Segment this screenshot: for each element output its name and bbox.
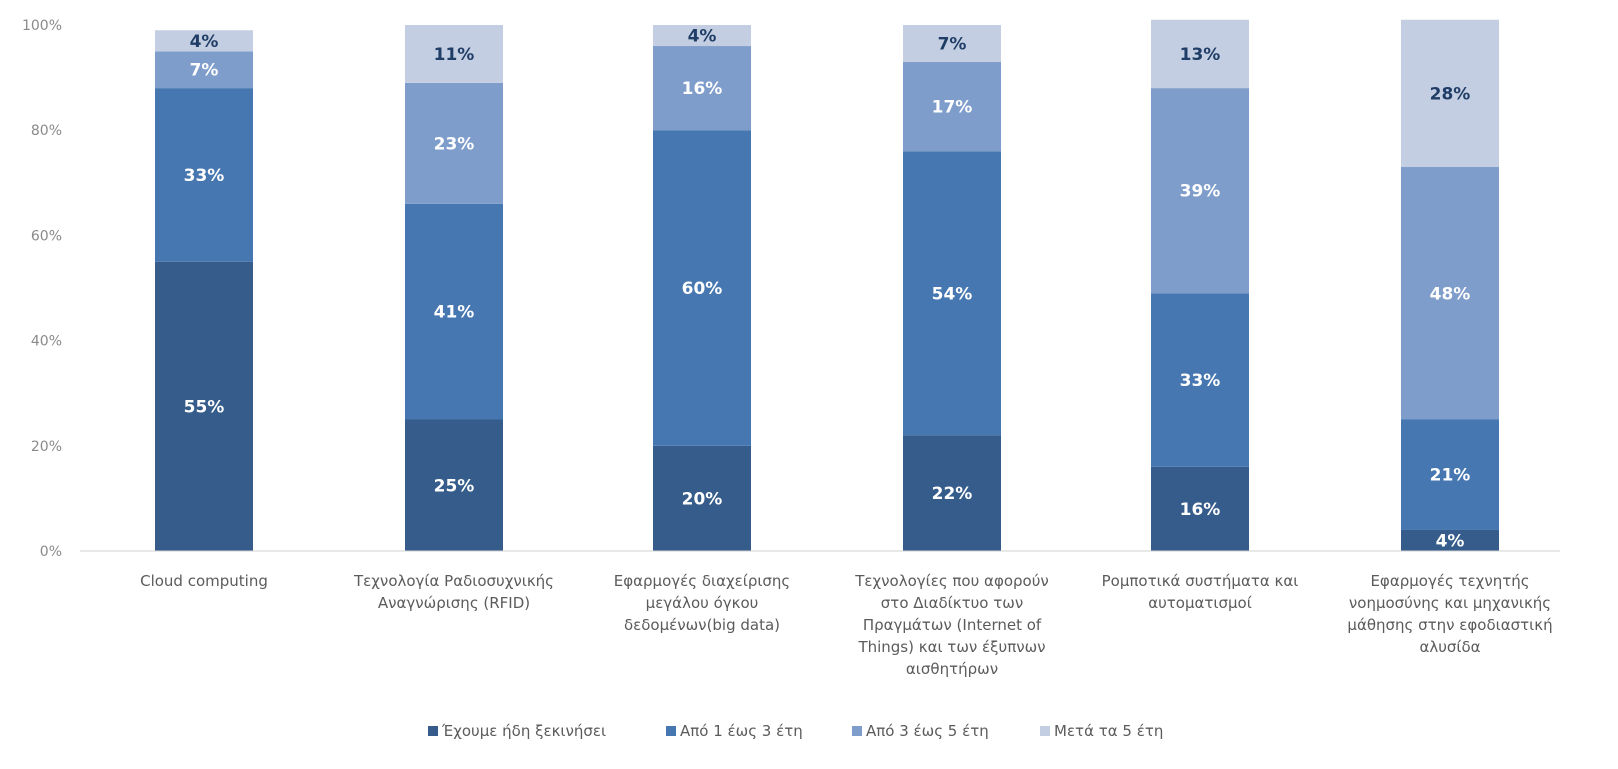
data-label: 55% [184,397,225,417]
data-label: 33% [1180,371,1221,391]
x-category-label: νοημοσύνης και μηχανικής [1349,594,1551,612]
data-label: 60% [682,279,723,299]
legend-label: Έχουμε ήδη ξεκινήσει [441,722,606,740]
data-label: 11% [434,45,475,65]
bar-segment [155,261,253,551]
x-category-label: αισθητήρων [906,660,998,678]
bar-segment [1401,19,1499,168]
x-category-label: αυτοματισμοί [1148,594,1252,612]
x-category-label: μεγάλου όγκου [646,594,759,612]
bar-segment [653,25,751,47]
x-category-label: Ρομποτικά συστήματα και [1102,572,1299,590]
bar-segment [1401,167,1499,420]
data-label: 22% [932,484,973,504]
legend-swatch [428,726,438,736]
x-category-label: Πραγμάτων (Internet of [863,616,1042,634]
legend-label: Από 1 έως 3 έτη [680,722,803,740]
data-label: 20% [682,489,723,509]
x-category-label: Εφαρμογές διαχείρισης [614,572,790,590]
x-category-label: Cloud computing [140,572,268,590]
x-category-label: Εφαρμογές τεχνητής [1370,572,1529,590]
y-tick-label: 20% [31,439,62,455]
bar-segment [405,25,503,83]
bar-segment [1151,88,1249,294]
x-category-label: Τεχνολογία Ραδιοσυχνικής [353,572,554,590]
bar-segment [405,203,503,420]
y-tick-label: 80% [31,123,62,139]
bar-segment [1401,419,1499,530]
data-label: 21% [1430,466,1471,486]
x-category-label: στο Διαδίκτυο των [881,594,1023,612]
bar-segment [155,30,253,52]
legend-swatch [852,726,862,736]
y-tick-label: 100% [22,18,62,34]
data-label: 4% [1436,531,1465,551]
data-label: 39% [1180,182,1221,202]
legend-label: Από 3 έως 5 έτη [866,722,989,740]
bar-segment [155,88,253,262]
data-label: 7% [938,34,967,54]
y-tick-label: 60% [31,228,62,244]
legend-swatch [1040,726,1050,736]
data-label: 41% [434,303,475,323]
bar-segment [405,82,503,204]
bar-segment [653,46,751,131]
data-label: 16% [682,79,723,99]
bar-segment [1151,19,1249,89]
data-label: 13% [1180,45,1221,65]
data-label: 17% [932,98,973,118]
bar-segment [155,51,253,89]
bar-segment [903,151,1001,436]
x-category-label: Τεχνολογίες που αφορούν [854,572,1049,590]
data-label: 7% [190,61,219,81]
x-category-label: Αναγνώρισης (RFID) [378,594,530,612]
data-label: 33% [184,166,225,186]
y-tick-label: 0% [40,544,62,560]
x-category-label: αλυσίδα [1419,638,1480,656]
bar-segment [903,61,1001,152]
bar-segment [903,25,1001,62]
bar-segment [1151,466,1249,551]
bar-segment [1151,293,1249,467]
x-category-label: μάθησης στην εφοδιαστική [1347,616,1552,634]
bar-segment [903,435,1001,551]
data-label: 28% [1430,84,1471,104]
bar-segment [405,419,503,551]
y-tick-label: 40% [31,334,62,350]
data-label: 25% [434,476,475,496]
x-category-label: Things) και των έξυπνων [857,638,1045,656]
bar-segment [653,445,751,551]
legend-label: Μετά τα 5 έτη [1054,722,1163,740]
data-label: 23% [434,134,475,154]
data-label: 4% [190,32,219,52]
legend-swatch [666,726,676,736]
bar-segment [1401,529,1499,551]
data-label: 48% [1430,284,1471,304]
data-label: 54% [932,284,973,304]
data-label: 4% [688,27,717,47]
data-label: 16% [1180,500,1221,520]
bar-segment [653,130,751,446]
x-category-label: δεδομένων(big data) [624,616,780,634]
